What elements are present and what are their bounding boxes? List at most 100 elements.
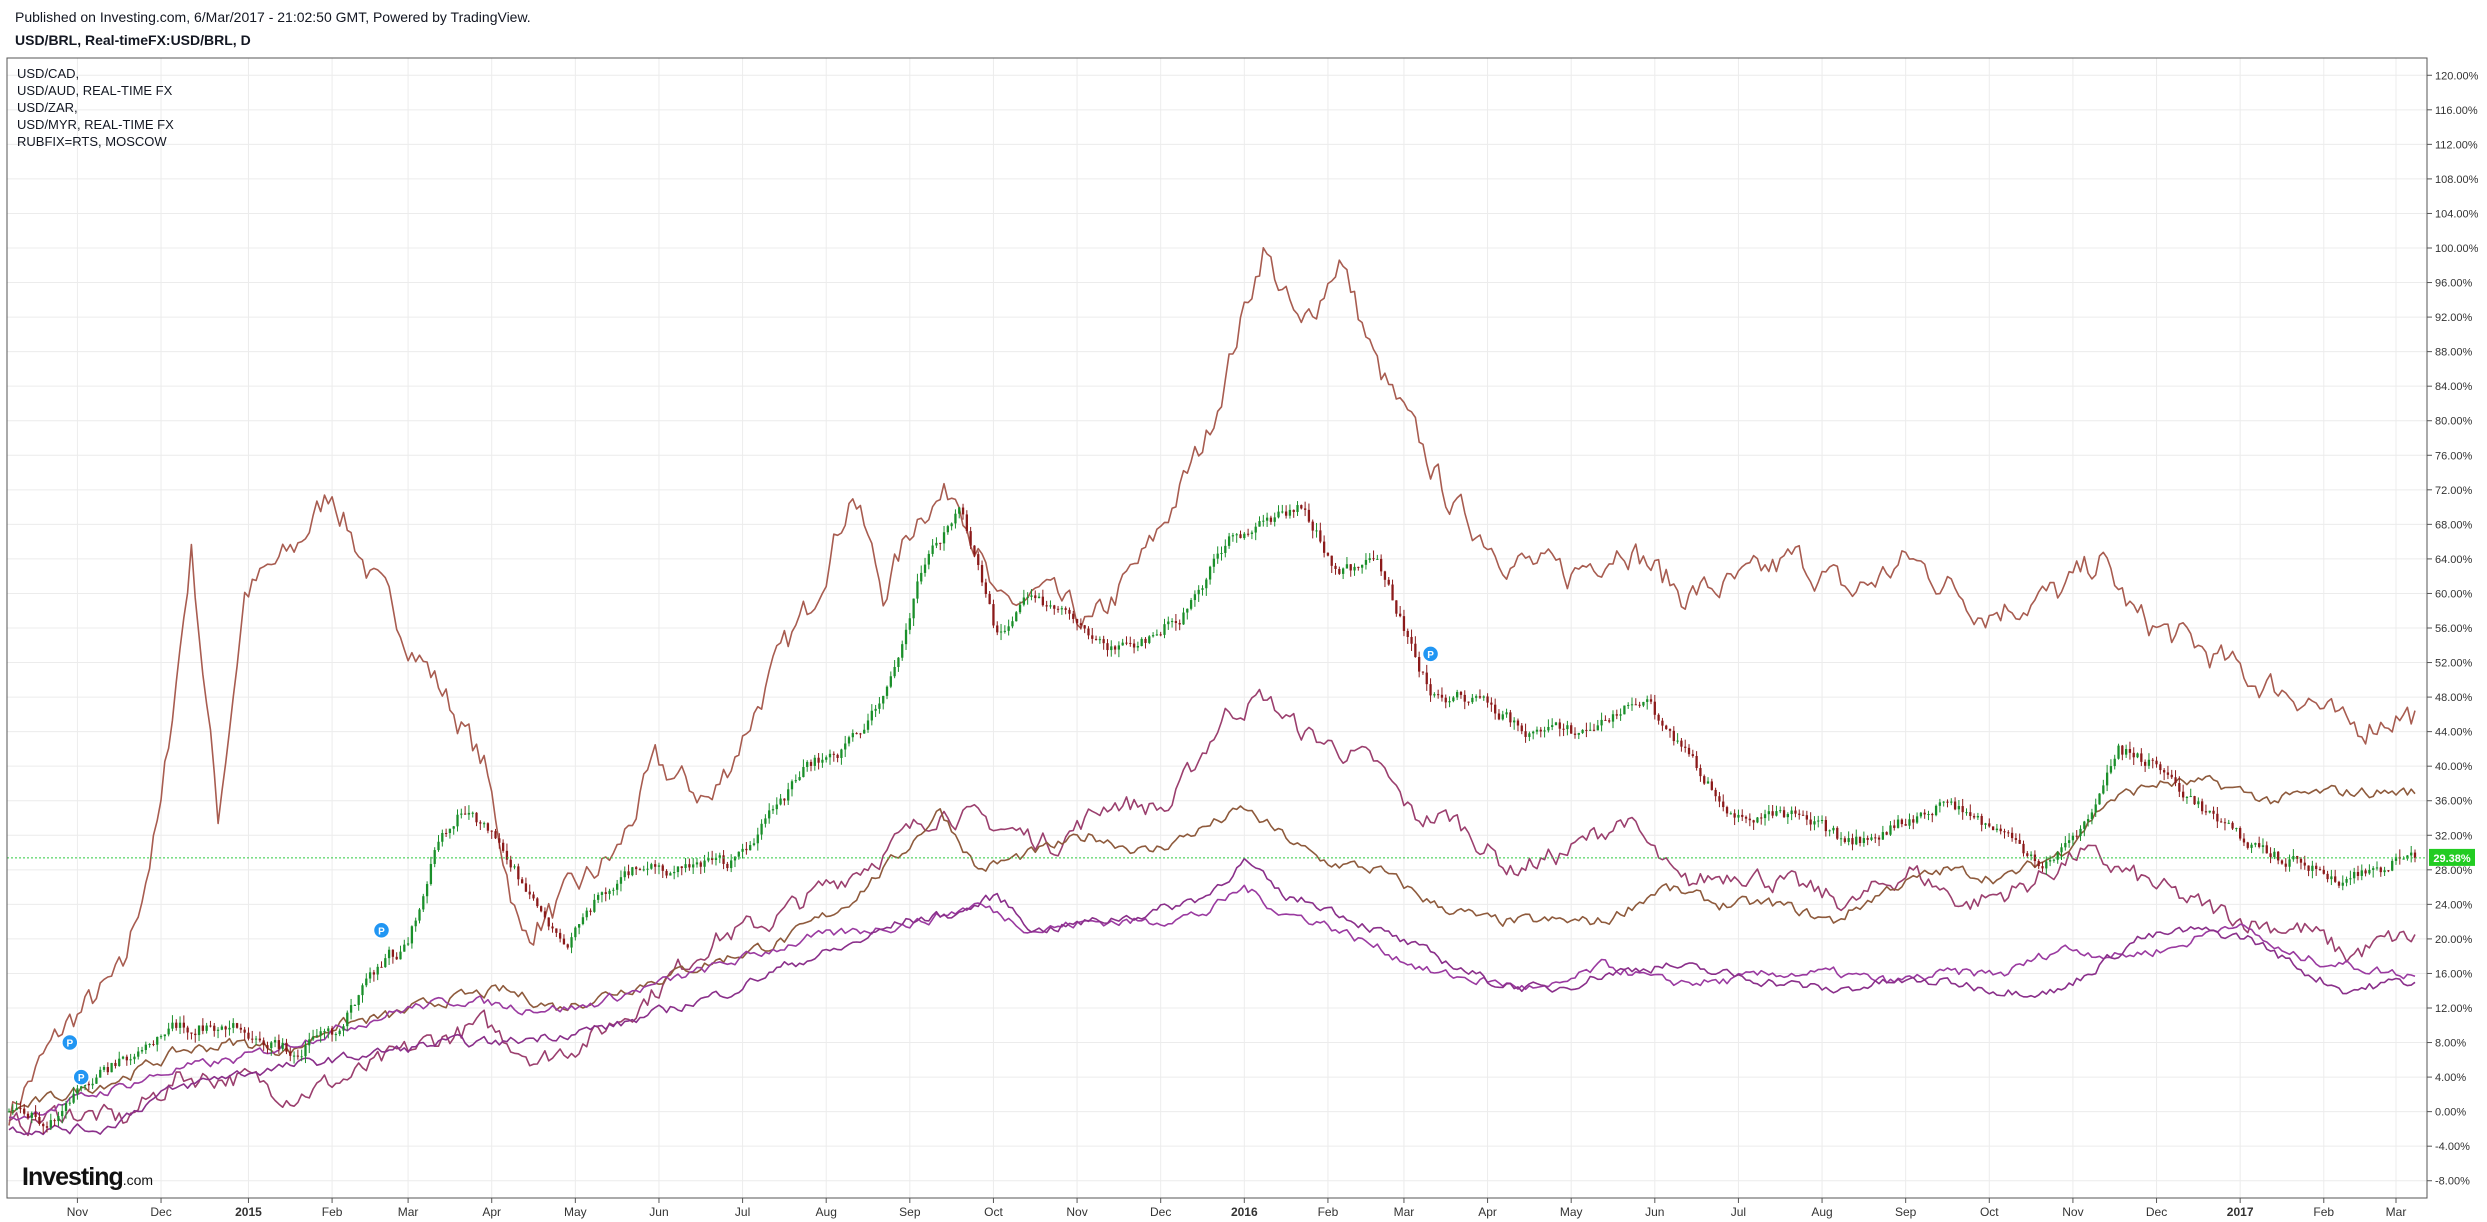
candle [1649, 699, 1653, 702]
candle [946, 526, 949, 533]
candle [1117, 645, 1121, 650]
candle [2083, 821, 2086, 829]
candle [1748, 818, 1751, 821]
candle [1178, 623, 1181, 625]
candle [1110, 646, 1113, 651]
candle [1391, 584, 1394, 601]
candle [1296, 505, 1299, 512]
candle [669, 873, 672, 876]
candle [1235, 534, 1238, 536]
candle [1292, 509, 1295, 512]
candle [2086, 819, 2090, 822]
candle [2140, 753, 2143, 762]
candle [2223, 822, 2227, 824]
candle [186, 1027, 189, 1033]
candle [977, 554, 980, 566]
candle [1182, 612, 1185, 625]
candle [315, 1035, 319, 1037]
candle [874, 708, 877, 711]
candle [201, 1025, 204, 1031]
candle [2284, 863, 2287, 867]
series-line [8, 688, 2416, 1137]
candle [1471, 697, 1474, 703]
candle [2071, 835, 2075, 841]
candle [2269, 853, 2272, 858]
candle [1167, 621, 1170, 625]
legend-item[interactable]: USD/AUD, REAL-TIME FX [17, 83, 173, 98]
candle [608, 890, 611, 894]
y-tick-label: 116.00% [2435, 105, 2478, 117]
candle [809, 761, 813, 766]
y-tick-label: 88.00% [2435, 347, 2473, 359]
legend-item[interactable]: USD/CAD, [17, 66, 80, 81]
candle [72, 1093, 75, 1103]
candle [1714, 789, 1717, 797]
candle [1539, 729, 1542, 732]
x-tick-label: Jun [649, 1205, 668, 1219]
candle [539, 906, 543, 912]
candle [1049, 605, 1052, 607]
candle [1870, 837, 1873, 840]
candle [1923, 812, 1926, 815]
candle [2360, 870, 2363, 876]
candle [1246, 533, 1250, 535]
candle [1075, 618, 1079, 624]
event-marker [72, 1068, 90, 1086]
candle [57, 1116, 60, 1122]
candle [1379, 558, 1383, 572]
candle [148, 1043, 151, 1045]
candle [2124, 748, 2128, 755]
candle [2356, 871, 2360, 876]
candle [2296, 856, 2299, 859]
legend-item[interactable]: RUBFIX=RTS, MOSCOW [17, 134, 167, 149]
candle [243, 1029, 246, 1033]
candle [102, 1067, 106, 1070]
candle [1459, 691, 1463, 695]
candle [878, 703, 881, 709]
candle [2265, 845, 2268, 854]
candle [859, 733, 862, 735]
candle [536, 898, 539, 907]
candle [1965, 812, 1968, 814]
candle [566, 944, 569, 948]
candle [1710, 781, 1713, 790]
candle [2166, 772, 2170, 775]
candle [1060, 608, 1064, 610]
candle [1201, 588, 1204, 590]
candle [456, 814, 459, 827]
legend-item[interactable]: USD/MYR, REAL-TIME FX [17, 117, 174, 132]
y-tick-label: 72.00% [2435, 485, 2473, 497]
y-tick-label: 60.00% [2435, 588, 2473, 600]
series-line [8, 774, 2416, 1114]
legend-item[interactable]: USD/ZAR, [17, 100, 78, 115]
candle [1896, 819, 1900, 828]
x-tick-label: Dec [1150, 1205, 1171, 1219]
candle [1934, 805, 1938, 816]
candle [1999, 828, 2002, 832]
candle [490, 830, 493, 832]
candle [2105, 772, 2109, 786]
candle [1741, 814, 1744, 817]
candle [498, 838, 501, 843]
candle [904, 629, 908, 645]
candle [893, 666, 896, 677]
candle [30, 1112, 33, 1118]
candle [828, 753, 832, 758]
candle [1220, 552, 1223, 554]
candle [908, 618, 911, 630]
candle [1543, 730, 1546, 732]
candle [1258, 521, 1261, 527]
y-tick-label: 8.00% [2435, 1038, 2466, 1050]
y-tick-label: 92.00% [2435, 312, 2473, 324]
candle [2033, 854, 2037, 862]
candle [467, 812, 471, 815]
candle [1159, 634, 1162, 636]
candle [825, 757, 828, 760]
candle [1026, 596, 1029, 598]
y-tick-label: 40.00% [2435, 761, 2473, 773]
candle [1132, 643, 1136, 648]
x-tick-label: Sep [1895, 1205, 1917, 1219]
candle [813, 757, 816, 766]
x-tick-label: Jun [1645, 1205, 1664, 1219]
